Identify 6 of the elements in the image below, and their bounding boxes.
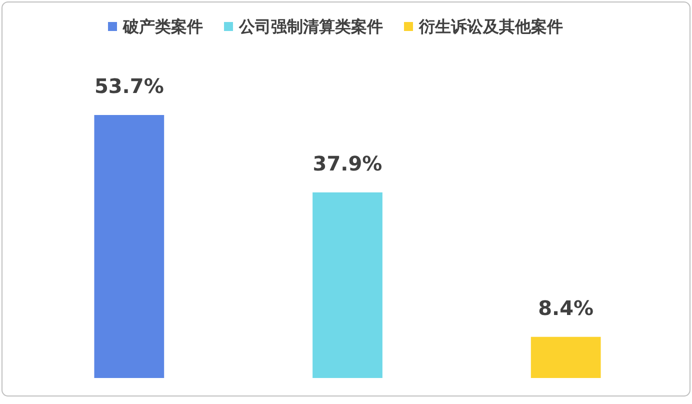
data-label: 8.4%	[538, 296, 594, 320]
legend-label: 公司强制清算类案件	[238, 17, 383, 36]
data-label: 53.7%	[94, 74, 164, 98]
legend-label: 破产类案件	[122, 17, 203, 36]
data-label: 37.9%	[312, 151, 382, 176]
legend-label: 衍生诉讼及其他案件	[418, 17, 563, 36]
